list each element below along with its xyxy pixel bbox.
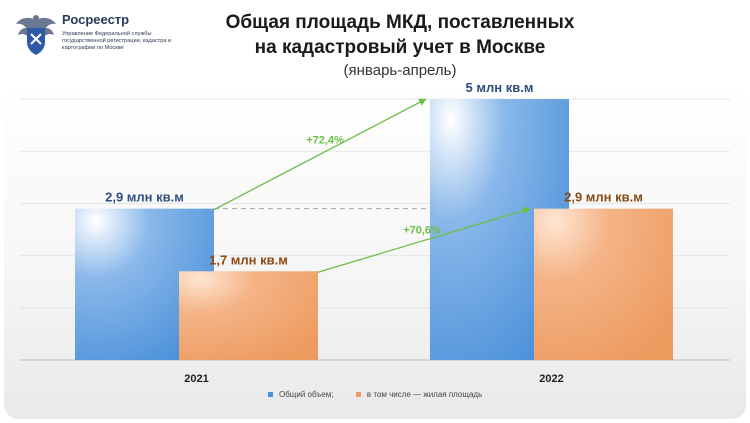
logo-subtitle: Управление Федеральной службы государств… xyxy=(62,31,172,51)
x-tick-label-2021: 2021 xyxy=(184,373,208,385)
x-tick-label-2022: 2022 xyxy=(539,373,563,385)
chart-subtitle: (январь-апрель) xyxy=(343,62,457,79)
legend-label-residential: в том числе — жилая площадь xyxy=(366,390,483,399)
legend-swatch-residential xyxy=(355,392,361,398)
data-label-residential-2022: 2,9 млн кв.м xyxy=(564,190,643,205)
rosreestr-emblem-icon xyxy=(16,15,56,55)
growth-arrow-total xyxy=(213,98,427,211)
bar-residential-2021 xyxy=(179,271,318,360)
legend-label-total: Общий объем; xyxy=(278,390,334,399)
chart-title-line-1: Общая площадь МКД, поставленных xyxy=(225,12,575,33)
legend: Общий объем; в том числе — жилая площадь xyxy=(0,390,750,399)
growth-annotation-total: +72,4% xyxy=(306,134,344,146)
title-block: Общая площадь МКД, поставленных на кадас… xyxy=(170,10,630,82)
growth-arrow-residential xyxy=(317,206,531,273)
legend-item-residential: в том числе — жилая площадь xyxy=(355,390,483,399)
legend-swatch-total xyxy=(267,392,273,398)
data-label-residential-2021: 1,7 млн кв.м xyxy=(209,252,288,267)
logo: Росреестр Управление Федеральной службы … xyxy=(14,10,174,70)
data-label-total-2021: 2,9 млн кв.м xyxy=(105,190,184,205)
logo-name: Росреестр xyxy=(62,12,130,27)
growth-annotation-residential: +70,6% xyxy=(403,224,441,236)
bar-residential-2022 xyxy=(534,208,673,360)
data-label-total-2022: 5 млн кв.м xyxy=(466,80,534,95)
chart-title-line-2: на кадастровый учет в Москве xyxy=(254,37,546,58)
legend-item-total: Общий объем; xyxy=(267,390,334,399)
